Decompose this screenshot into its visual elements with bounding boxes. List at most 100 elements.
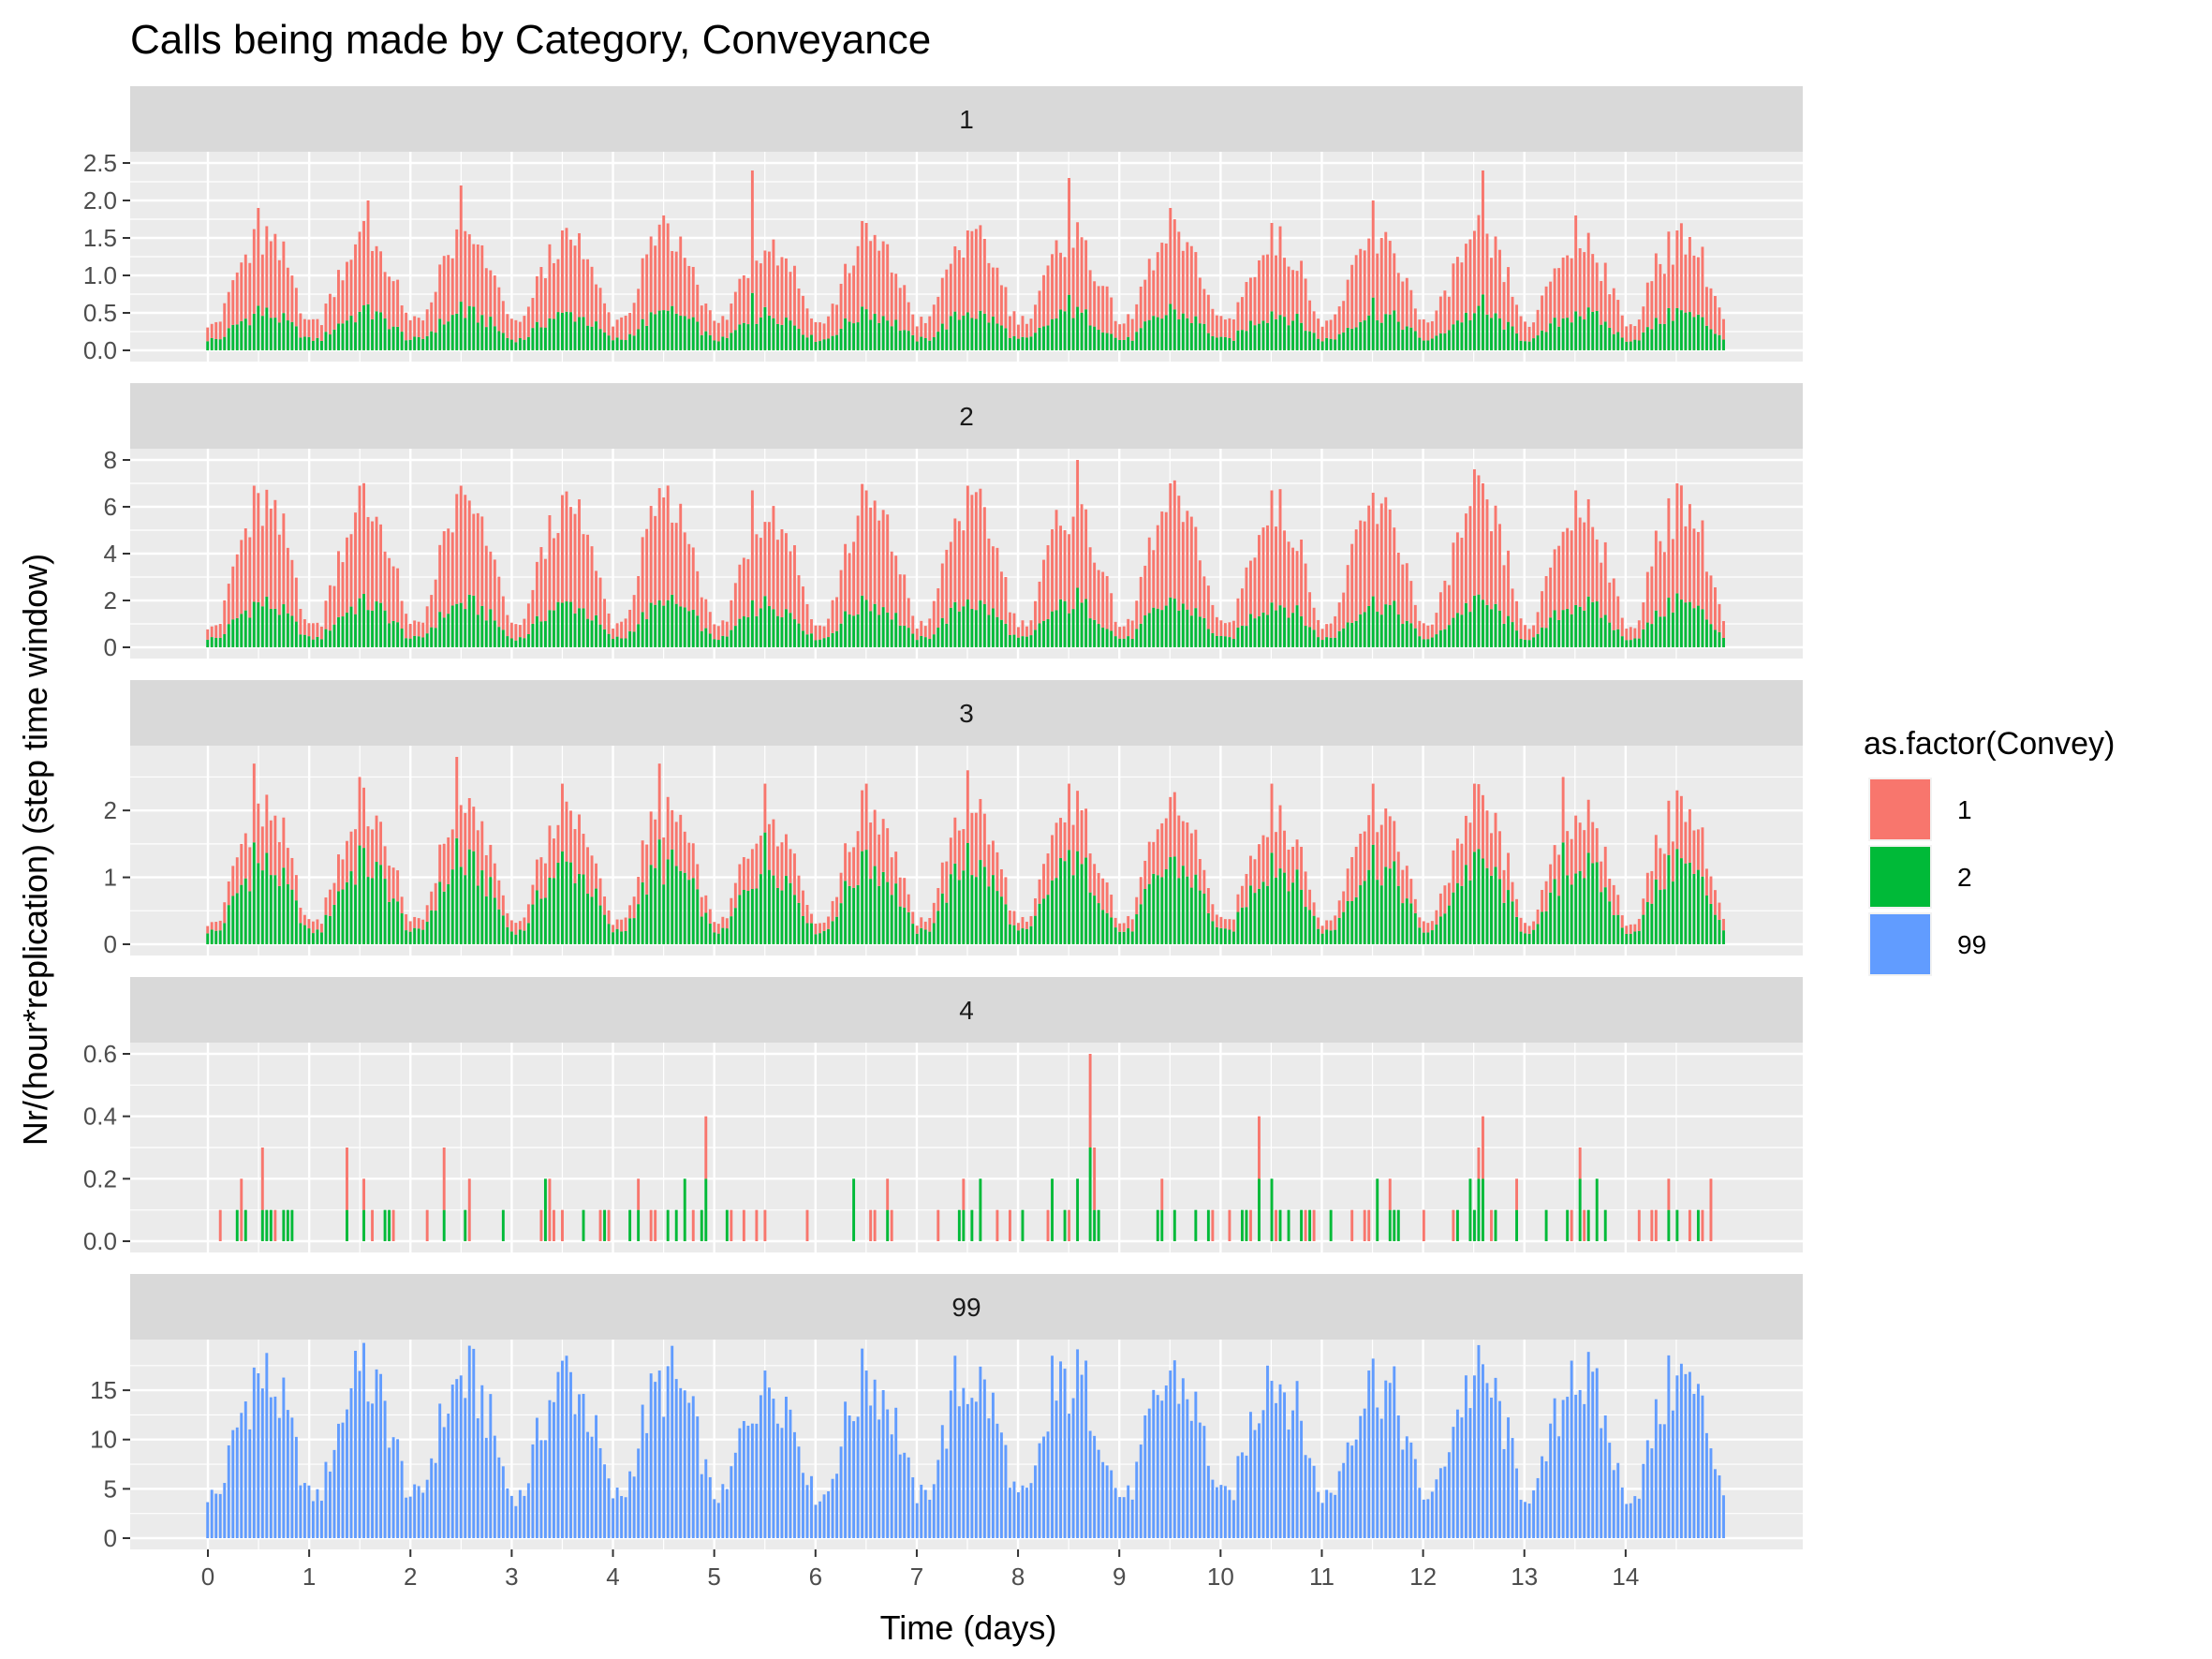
bar-series-99 (687, 1402, 691, 1538)
bar-series-1 (346, 261, 348, 321)
bar-series-2 (425, 633, 429, 647)
bar-series-2 (1393, 310, 1396, 350)
bar-series-2 (624, 340, 627, 350)
bar-series-2 (578, 317, 581, 350)
bar-series-2 (713, 639, 716, 647)
bar-series-2 (1206, 629, 1210, 647)
bar-series-2 (1101, 910, 1105, 944)
bar-series-1 (400, 896, 404, 914)
bar-series-1 (755, 1209, 759, 1241)
bar-series-1 (1177, 815, 1181, 879)
bar-series-2 (1228, 637, 1231, 647)
bar-series-2 (1659, 323, 1662, 350)
bar-series-2 (1616, 332, 1620, 350)
bar-series-1 (1164, 818, 1168, 869)
bar-series-1 (1122, 923, 1126, 932)
bar-series-1 (518, 625, 522, 638)
bar-series-99 (1379, 1418, 1383, 1538)
bar-series-1 (852, 847, 856, 888)
bar-series-2 (932, 634, 936, 647)
bar-series-2 (1722, 339, 1725, 350)
bar-series-1 (624, 618, 627, 639)
bar-series-2 (945, 902, 949, 944)
bar-series-2 (775, 887, 779, 944)
bar-series-1 (730, 600, 733, 630)
bar-series-2 (1714, 333, 1717, 350)
bar-series-2 (493, 326, 496, 350)
bar-series-1 (620, 621, 624, 639)
bar-series-2 (1084, 857, 1088, 944)
bar-series-2 (316, 636, 319, 647)
bar-series-1 (1671, 841, 1674, 882)
bar-series-1 (1363, 831, 1366, 881)
bar-series-1 (1722, 918, 1725, 931)
bar-series-99 (400, 1460, 404, 1538)
bar-series-99 (1718, 1474, 1721, 1538)
chart-title: Calls being made by Category, Conveyance (130, 17, 931, 63)
bar-series-1 (1105, 286, 1109, 333)
bar-series-99 (1603, 1415, 1607, 1538)
bar-series-1 (742, 557, 745, 617)
bar-series-99 (548, 1400, 552, 1538)
bar-series-1 (1245, 873, 1248, 908)
bar-series-2 (1367, 315, 1371, 350)
bar-series-2 (1012, 925, 1016, 944)
bar-series-2 (535, 615, 538, 647)
bar-series-2 (767, 315, 771, 350)
bar-series-1 (556, 533, 560, 602)
bar-series-1 (1367, 238, 1371, 316)
bar-series-1 (240, 843, 243, 885)
bar-series-1 (759, 538, 762, 609)
bar-series-1 (1127, 314, 1130, 337)
bar-series-1 (337, 270, 340, 324)
bar-series-99 (260, 1388, 264, 1538)
bar-series-2 (346, 881, 348, 944)
bar-series-1 (1650, 566, 1654, 625)
bar-series-1 (1337, 900, 1341, 918)
bar-series-2 (687, 880, 691, 944)
bar-series-2 (691, 878, 695, 944)
bar-series-2 (595, 321, 597, 350)
bar-series-1 (1156, 525, 1159, 609)
bar-series-1 (827, 316, 831, 339)
bar-series-2 (1240, 907, 1244, 944)
bar-series-2 (894, 613, 898, 647)
bar-series-1 (1675, 790, 1679, 850)
bar-series-99 (346, 1409, 348, 1538)
bar-series-1 (543, 277, 547, 328)
bar-series-2 (1261, 320, 1265, 350)
bar-series-1 (1485, 233, 1489, 315)
bar-series-2 (923, 637, 927, 647)
bar-series-2 (375, 311, 378, 350)
bar-series-1 (1701, 827, 1704, 877)
bar-series-2 (1460, 322, 1464, 350)
bar-series-1 (1396, 552, 1400, 615)
bar-series-2 (1118, 638, 1122, 647)
bar-series-2 (966, 312, 969, 350)
bar-series-99 (1147, 1408, 1151, 1538)
bar-series-99 (543, 1440, 547, 1538)
bar-series-2 (725, 928, 729, 944)
bar-series-2 (506, 636, 509, 647)
bar-series-1 (1625, 926, 1629, 934)
bar-series-2 (1076, 587, 1080, 647)
bar-series-1 (1334, 314, 1337, 340)
bar-series-2 (464, 875, 467, 944)
bar-series-2 (1549, 617, 1553, 647)
bar-series-99 (1068, 1414, 1071, 1538)
bar-series-1 (1507, 550, 1510, 616)
bar-series-2 (286, 320, 289, 350)
bar-series-2 (979, 1178, 982, 1241)
bar-series-99 (1684, 1373, 1688, 1538)
bar-series-2 (1054, 878, 1058, 944)
bar-series-1 (827, 618, 831, 638)
bar-series-1 (1147, 537, 1151, 614)
bar-series-1 (332, 297, 336, 330)
bar-series-99 (1004, 1444, 1008, 1538)
bar-series-2 (1413, 331, 1417, 350)
bar-series-99 (953, 1355, 957, 1538)
bar-series-99 (713, 1499, 716, 1538)
bar-series-1 (556, 259, 560, 313)
bar-series-99 (877, 1419, 881, 1538)
bar-series-2 (1350, 328, 1354, 350)
